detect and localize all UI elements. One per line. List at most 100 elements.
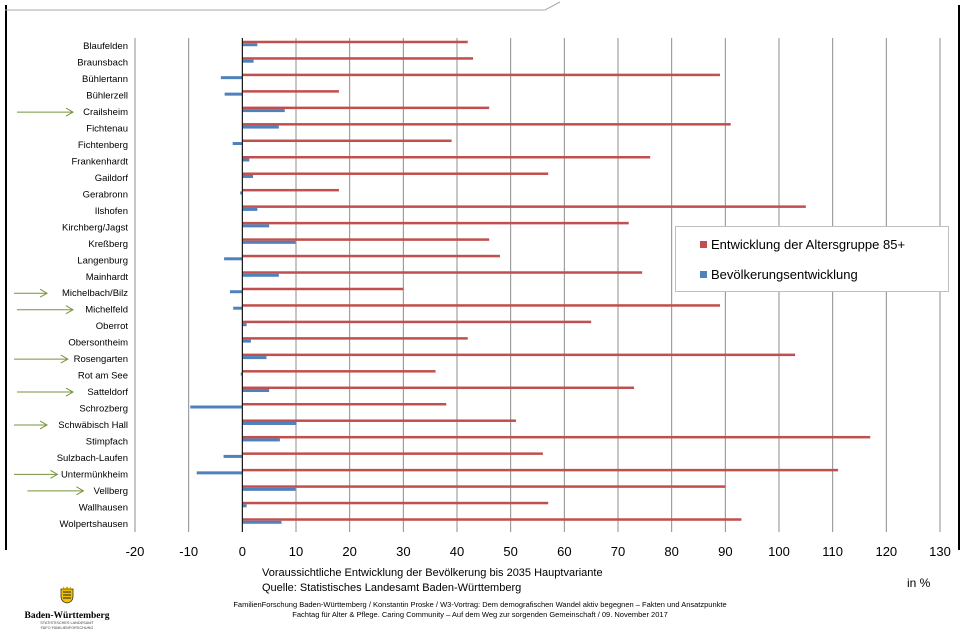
- bar-population: [242, 43, 258, 47]
- category-label: Wallhausen: [79, 502, 128, 513]
- bar-85plus: [242, 386, 635, 390]
- bar-85plus: [242, 468, 839, 472]
- category-label: Mainhardt: [86, 272, 129, 283]
- bar-85plus: [242, 485, 726, 488]
- category-label: Schrozberg: [79, 404, 128, 415]
- bar-population: [229, 290, 243, 294]
- bar-85plus: [242, 188, 339, 192]
- bar-population: [242, 207, 258, 211]
- x-tick-label: 120: [875, 544, 897, 559]
- bar-population: [242, 224, 270, 228]
- bar-85plus: [242, 419, 517, 422]
- legend-item-population: Bevölkerungsentwicklung: [700, 267, 858, 282]
- bar-85plus: [242, 156, 651, 159]
- x-tick-label: 90: [718, 544, 732, 559]
- x-tick-label: 10: [289, 544, 303, 559]
- legend-swatch-blue: [700, 271, 707, 278]
- category-label: Fichtenau: [86, 124, 128, 135]
- bar-85plus: [242, 172, 549, 175]
- arrow-head: [39, 288, 49, 298]
- bar-85plus: [242, 518, 742, 521]
- bar-85plus: [242, 139, 452, 143]
- category-label: Satteldorf: [87, 387, 128, 398]
- arrow-head: [39, 420, 49, 430]
- bar-population: [232, 142, 243, 146]
- bar-85plus: [242, 452, 543, 455]
- arrow-head: [65, 387, 75, 397]
- x-tick-label: 20: [342, 544, 356, 559]
- bar-85plus: [242, 57, 474, 60]
- bar-85plus: [242, 73, 720, 77]
- chart-caption: Voraussichtliche Entwicklung der Bevölke…: [262, 566, 662, 596]
- bar-population: [224, 92, 243, 96]
- arrow-head: [76, 486, 85, 496]
- category-label: Fichtenberg: [78, 140, 128, 151]
- slide-frame: [5, 5, 960, 550]
- bar-population: [242, 109, 285, 113]
- legend-label-85plus: Entwicklung der Altersgruppe 85+: [711, 237, 906, 252]
- category-label: Obersontheim: [68, 338, 128, 349]
- category-label: Kreßberg: [88, 239, 128, 250]
- category-label: Stimpfach: [86, 436, 128, 447]
- bar-85plus: [242, 254, 500, 258]
- caption-line-1: Voraussichtliche Entwicklung der Bevölke…: [262, 567, 603, 579]
- bar-85plus: [242, 271, 643, 274]
- bar-85plus: [242, 320, 592, 324]
- baden-wuerttemberg-logo: Baden-Württemberg STATISTISCHES LANDESAM…: [12, 586, 122, 638]
- x-tick-label: 110: [822, 544, 843, 559]
- logo-subtitle: STATISTISCHES LANDESAMT FAFO FAMILIENFOR…: [12, 621, 122, 630]
- bar-population: [240, 191, 243, 195]
- bar-85plus: [242, 123, 731, 126]
- category-label: Bühlerzell: [86, 91, 128, 102]
- bar-population: [223, 454, 243, 458]
- category-label: Untermünkheim: [61, 469, 128, 480]
- bar-population: [242, 389, 270, 393]
- bar-population: [242, 487, 296, 491]
- category-label: Wolpertshausen: [60, 519, 128, 530]
- bar-population: [242, 504, 247, 508]
- footer-line-2: Fachtag für Alter & Pflege. Caring Commu…: [292, 610, 668, 619]
- category-label: Braunsbach: [77, 58, 128, 69]
- category-label: Schwäbisch Hall: [58, 420, 128, 431]
- bar-population: [242, 59, 254, 63]
- bar-85plus: [242, 221, 629, 225]
- category-label: Michelbach/Bilz: [62, 288, 128, 299]
- category-label: Ilshofen: [95, 206, 128, 217]
- x-tick-label: 0: [239, 544, 246, 559]
- bar-population: [196, 471, 243, 475]
- bar-85plus: [242, 106, 490, 110]
- legend-label-population: Bevölkerungsentwicklung: [711, 267, 858, 282]
- x-tick-label: 50: [503, 544, 517, 559]
- bar-population: [240, 372, 243, 376]
- bar-85plus: [242, 40, 468, 44]
- category-label: Gaildorf: [95, 173, 129, 184]
- logo-sub-2: FAFO FAMILIENFORSCHUNG: [40, 625, 94, 630]
- bar-population: [242, 339, 251, 343]
- bar-population: [242, 174, 254, 178]
- bar-85plus: [242, 435, 871, 439]
- category-label: Blaufelden: [83, 41, 128, 52]
- logo-sub-1: STATISTISCHES LANDESAMT: [40, 621, 94, 625]
- unit-label: in %: [907, 576, 931, 590]
- x-tick-label: 130: [929, 544, 951, 559]
- arrow-head: [65, 305, 75, 315]
- arrow-head: [50, 469, 59, 479]
- bar-population: [242, 158, 250, 162]
- bar-85plus: [242, 238, 490, 241]
- category-label: Sulzbach-Laufen: [57, 453, 128, 464]
- category-label: Bühlertann: [82, 74, 128, 85]
- x-tick-label: 40: [450, 544, 464, 559]
- coat-of-arms-icon: [60, 586, 74, 604]
- bar-population: [242, 421, 297, 425]
- category-label: Frankenhardt: [71, 157, 128, 168]
- footer: FamilienForschung Baden-Württemberg / Ko…: [130, 600, 830, 620]
- category-label: Rot am See: [78, 371, 128, 382]
- category-label: Crailsheim: [83, 107, 128, 118]
- bar-85plus: [242, 90, 339, 93]
- category-label: Kirchberg/Jagst: [62, 222, 128, 233]
- x-tick-label: 30: [396, 544, 410, 559]
- legend-item-85plus: Entwicklung der Altersgruppe 85+: [700, 237, 905, 252]
- bar-population: [224, 257, 243, 261]
- bar-population: [242, 125, 279, 129]
- bar-population: [242, 323, 247, 327]
